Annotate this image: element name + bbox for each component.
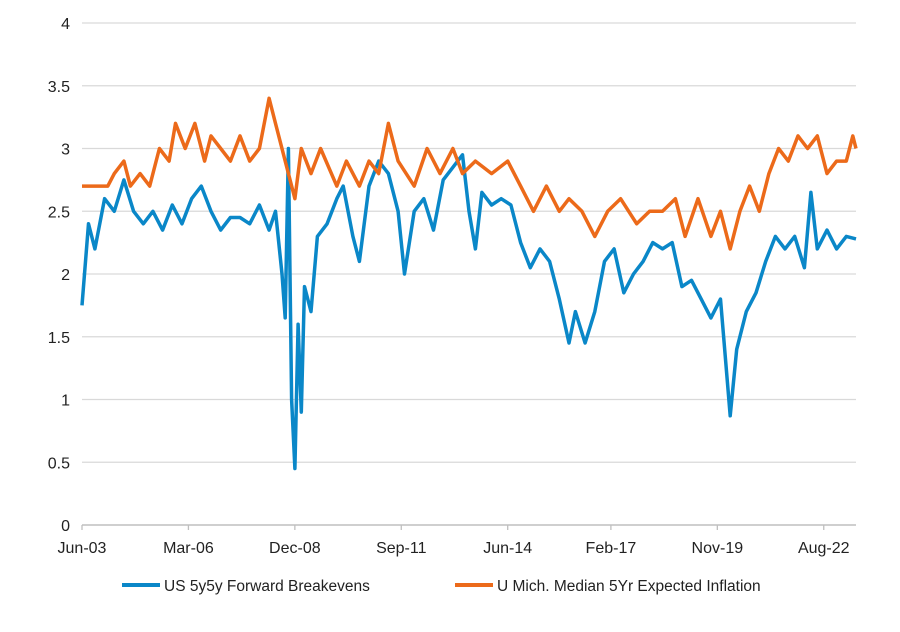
x-tick-label: Mar-06 [163, 540, 214, 557]
x-axis: Jun-03 Mar-06 Dec-08 Sep-11 Jun-14 Feb-17 Nov-… [58, 524, 856, 557]
y-tick-label: 2.5 [48, 204, 70, 221]
y-tick-label: 3.5 [48, 79, 70, 96]
legend: US 5y5y Forward Breakevens U Mich. Media… [122, 578, 761, 595]
x-tick-label: Aug-22 [798, 540, 850, 557]
y-tick-label: 3 [61, 142, 70, 159]
x-tick-label: Dec-08 [269, 540, 321, 557]
x-tick-label: Feb-17 [586, 540, 637, 557]
y-tick-label: 0 [61, 518, 70, 535]
gridlines [82, 22, 856, 463]
y-tick-label: 1.5 [48, 330, 70, 347]
x-tick-label: Nov-19 [692, 540, 744, 557]
legend-label-breakevens: US 5y5y Forward Breakevens [164, 578, 370, 595]
x-tick-label: Jun-14 [483, 540, 532, 557]
y-tick-label: 1 [61, 393, 70, 410]
x-tick-label: Jun-03 [58, 540, 107, 557]
y-tick-label: 2 [61, 267, 70, 284]
y-tick-label: 0.5 [48, 455, 70, 472]
series-line-breakevens [80, 146, 857, 471]
series-lines [80, 96, 858, 471]
y-axis-ticks: 0 0.5 1 1.5 2 2.5 3 3.5 4 [48, 16, 70, 535]
series-line-umich [82, 96, 858, 251]
legend-label-umich: U Mich. Median 5Yr Expected Inflation [497, 578, 761, 595]
y-tick-label: 4 [61, 16, 70, 33]
x-tick-label: Sep-11 [376, 540, 427, 557]
